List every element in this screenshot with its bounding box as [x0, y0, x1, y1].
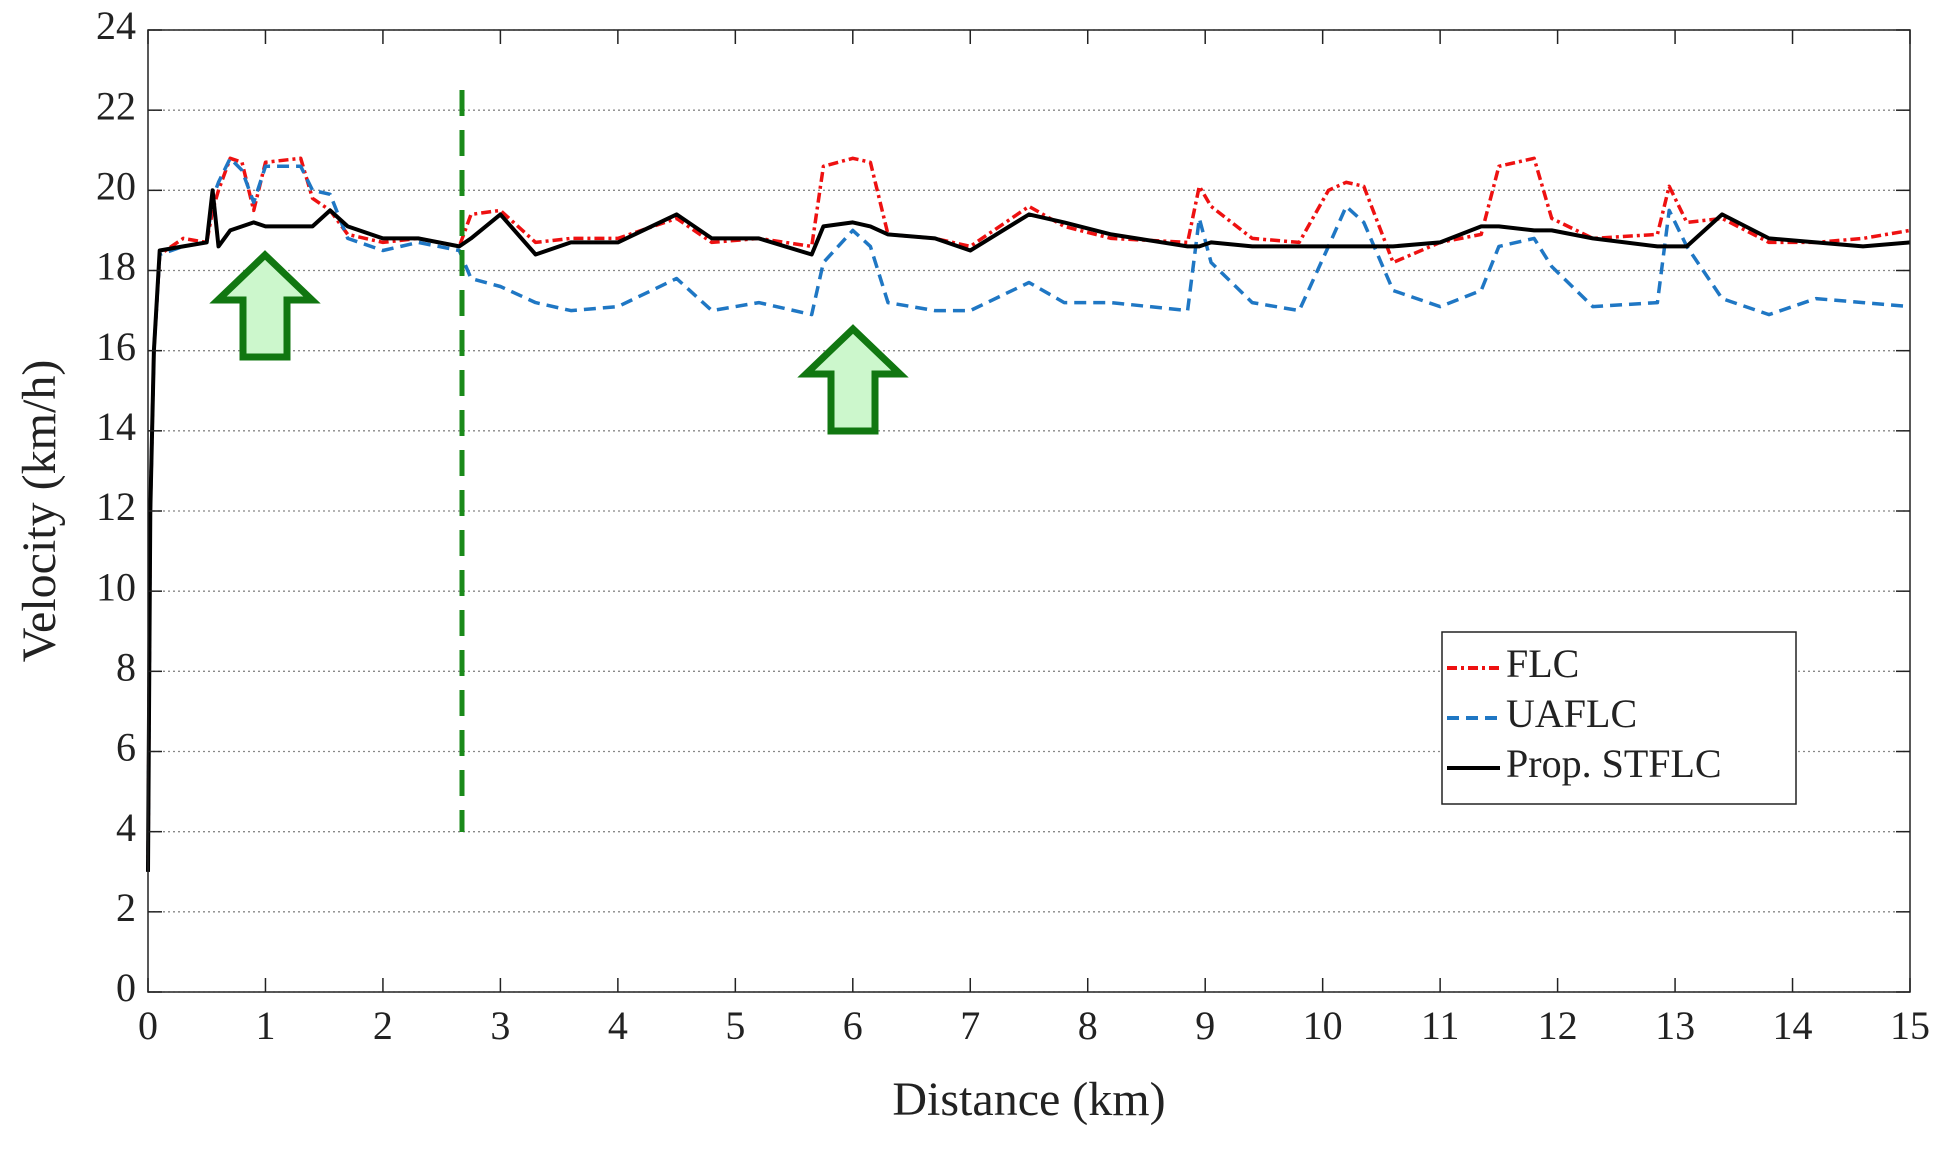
x-tick-label: 0	[138, 1003, 158, 1048]
x-tick-label: 3	[490, 1003, 510, 1048]
series-line	[146, 188, 1911, 872]
x-tick-label: 14	[1773, 1003, 1813, 1048]
series-line	[146, 156, 1911, 872]
x-axis-label: Distance (km)	[892, 1073, 1165, 1126]
x-tick-label: 11	[1421, 1003, 1460, 1048]
y-tick-label: 22	[96, 83, 136, 128]
y-tick-label: 2	[116, 885, 136, 930]
y-tick-label: 18	[96, 244, 136, 289]
legend: FLC UAFLC Prop. STFLC	[1441, 631, 1797, 805]
series-layer	[146, 156, 1911, 872]
y-tick-label: 8	[116, 645, 136, 690]
y-tick-label: 16	[96, 324, 136, 369]
legend-label: FLC	[1506, 641, 1579, 686]
y-tick-label: 14	[96, 404, 136, 449]
x-tick-label: 6	[843, 1003, 863, 1048]
x-tick-label: 12	[1538, 1003, 1578, 1048]
y-axis-label: Velocity (km/h)	[13, 360, 66, 663]
x-tick-label: 10	[1303, 1003, 1343, 1048]
legend-box	[1441, 631, 1797, 805]
legend-label: Prop. STFLC	[1506, 741, 1722, 786]
arrow	[797, 324, 909, 435]
x-tick-label: 15	[1890, 1003, 1930, 1048]
y-tick-label: 24	[96, 3, 136, 48]
x-tick-label: 8	[1078, 1003, 1098, 1048]
arrow	[209, 250, 321, 361]
x-tick-label: 2	[373, 1003, 393, 1048]
legend-label: UAFLC	[1506, 691, 1637, 736]
y-tick-label: 12	[96, 484, 136, 529]
y-tick-label: 6	[116, 725, 136, 770]
plot-frame	[147, 29, 1911, 993]
y-tick-label: 10	[96, 564, 136, 609]
x-tick-label: 9	[1195, 1003, 1215, 1048]
x-tick-label: 5	[725, 1003, 745, 1048]
y-tick-label: 0	[116, 965, 136, 1010]
x-tick-label: 1	[255, 1003, 275, 1048]
y-tick-label: 20	[96, 164, 136, 209]
x-tick-label: 4	[608, 1003, 628, 1048]
x-tick-label: 7	[960, 1003, 980, 1048]
x-tick-label: 13	[1655, 1003, 1695, 1048]
y-tick-label: 4	[116, 805, 136, 850]
